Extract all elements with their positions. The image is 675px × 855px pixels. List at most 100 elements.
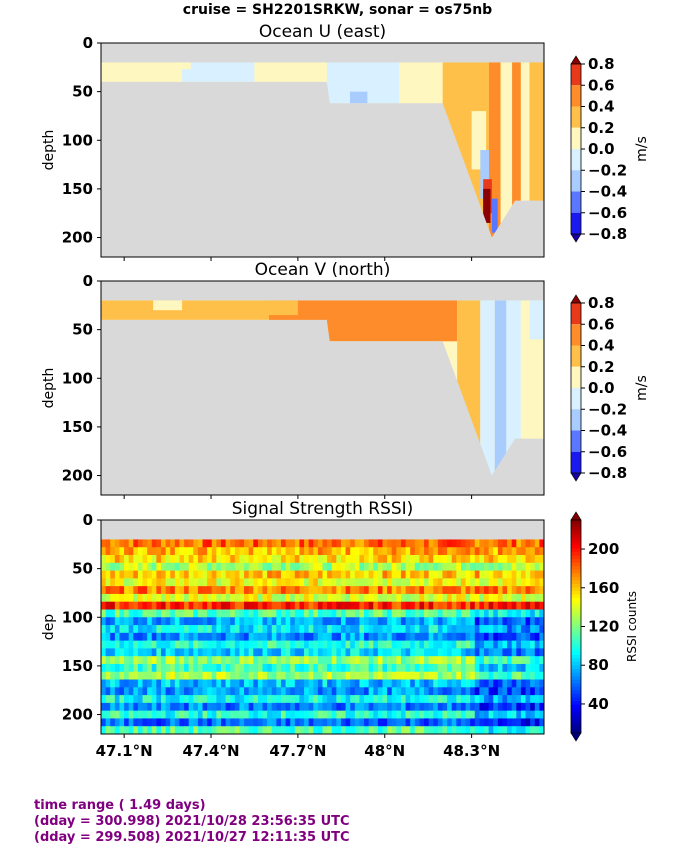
- heatmap-cell: [234, 656, 241, 665]
- heatmap-cell: [248, 710, 254, 720]
- heatmap-cell: [271, 562, 277, 572]
- heatmap-cell: [520, 710, 527, 720]
- heatmap-cell: [530, 609, 536, 618]
- heatmap-cell: [419, 617, 425, 626]
- heatmap-cell: [497, 648, 504, 657]
- heatmap-cell: [322, 555, 328, 564]
- heatmap-cell: [165, 695, 171, 704]
- heatmap-cell: [520, 617, 527, 626]
- heatmap-cell: [147, 609, 153, 618]
- heatmap-cell: [267, 663, 273, 673]
- heatmap-cell: [354, 578, 361, 587]
- heatmap-cell: [133, 679, 139, 688]
- heatmap-cell: [197, 625, 204, 634]
- heatmap-cell: [530, 726, 536, 734]
- heatmap-cell: [322, 617, 328, 626]
- heatmap-cell: [456, 640, 462, 649]
- heatmap-cell: [373, 671, 379, 681]
- heatmap-cell: [400, 640, 407, 649]
- heatmap-cell: [377, 586, 384, 595]
- heatmap-cell: [128, 663, 134, 673]
- heatmap-cell: [373, 632, 379, 642]
- heatmap-cell: [253, 609, 259, 618]
- heatmap-cell: [230, 617, 236, 626]
- heatmap-cell: [105, 562, 111, 572]
- heatmap-cell: [304, 663, 310, 673]
- heatmap-cell: [220, 671, 227, 681]
- heatmap-cell: [391, 702, 397, 712]
- heatmap-cell: [211, 601, 217, 611]
- heatmap-cell: [280, 539, 287, 548]
- heatmap-cell: [377, 687, 384, 696]
- heatmap-cell: [207, 632, 213, 642]
- heatmap-cell: [405, 562, 411, 572]
- heatmap-cell: [354, 656, 361, 665]
- heatmap-cell: [184, 609, 190, 618]
- heatmap-cell: [497, 555, 504, 564]
- heatmap-cell: [507, 656, 513, 665]
- heatmap-cell: [230, 710, 236, 720]
- heatmap-cell: [124, 570, 130, 579]
- heatmap-cell: [184, 710, 190, 720]
- heatmap-cell: [211, 593, 217, 603]
- heatmap-cell: [530, 555, 536, 564]
- heatmap-cell: [101, 547, 107, 556]
- colorbar-segment: [571, 430, 581, 452]
- heatmap-cell: [493, 726, 499, 734]
- y-tick-label: 200: [62, 467, 93, 485]
- heatmap-cell: [419, 648, 425, 657]
- heatmap-cell: [165, 632, 171, 642]
- heatmap-cell: [530, 648, 536, 657]
- heatmap-cell: [313, 687, 319, 696]
- heatmap-cell: [160, 640, 167, 649]
- heatmap-cell: [137, 555, 144, 564]
- heatmap-cell: [313, 695, 319, 704]
- colorbar-segment: [571, 551, 581, 557]
- heatmap-cell: [447, 640, 453, 649]
- heatmap-cell: [276, 687, 282, 696]
- colorbar-segment: [571, 693, 581, 699]
- heatmap-cell: [220, 726, 227, 734]
- heatmap-cell: [151, 586, 157, 595]
- colorbar-segment: [571, 212, 581, 234]
- heatmap-cell: [147, 539, 153, 548]
- heatmap-cell: [253, 547, 259, 556]
- heatmap-cell: [262, 617, 268, 626]
- heatmap-cell: [479, 625, 485, 634]
- heatmap-cell: [327, 656, 333, 665]
- heatmap-cell: [345, 663, 351, 673]
- heatmap-cell: [373, 555, 379, 564]
- heatmap-cell: [290, 562, 296, 572]
- heatmap-cell: [502, 539, 508, 548]
- heatmap-cell: [493, 586, 499, 595]
- heatmap-cell: [502, 656, 508, 665]
- heatmap-cell: [188, 679, 194, 688]
- heatmap-cell: [345, 617, 351, 626]
- heatmap-cell: [151, 609, 157, 618]
- heatmap-cell: [160, 539, 167, 548]
- heatmap-cell: [207, 656, 213, 665]
- heatmap-cell: [327, 539, 333, 548]
- heatmap-cell: [101, 640, 107, 649]
- heatmap-cell: [304, 547, 310, 556]
- heatmap-cell: [419, 640, 425, 649]
- heatmap-cell: [424, 625, 430, 634]
- heatmap-cell: [280, 609, 287, 618]
- heatmap-cell: [170, 726, 176, 734]
- heatmap-cell: [497, 617, 504, 626]
- colorbar-segment: [571, 106, 581, 128]
- heatmap-cell: [405, 570, 411, 579]
- heatmap-cell: [451, 547, 457, 556]
- heatmap-cell: [511, 617, 517, 626]
- heatmap-cell: [299, 562, 305, 572]
- heatmap-cell: [299, 718, 305, 727]
- heatmap-cell: [520, 726, 527, 734]
- heatmap-cell: [474, 687, 480, 696]
- heatmap-cell: [520, 687, 527, 696]
- heatmap-cell: [520, 632, 527, 642]
- heatmap-cell: [470, 570, 476, 579]
- heatmap-cell: [368, 648, 374, 657]
- colorbar-segment: [571, 534, 581, 539]
- heatmap-cell: [285, 718, 291, 727]
- heatmap-cell: [479, 601, 485, 611]
